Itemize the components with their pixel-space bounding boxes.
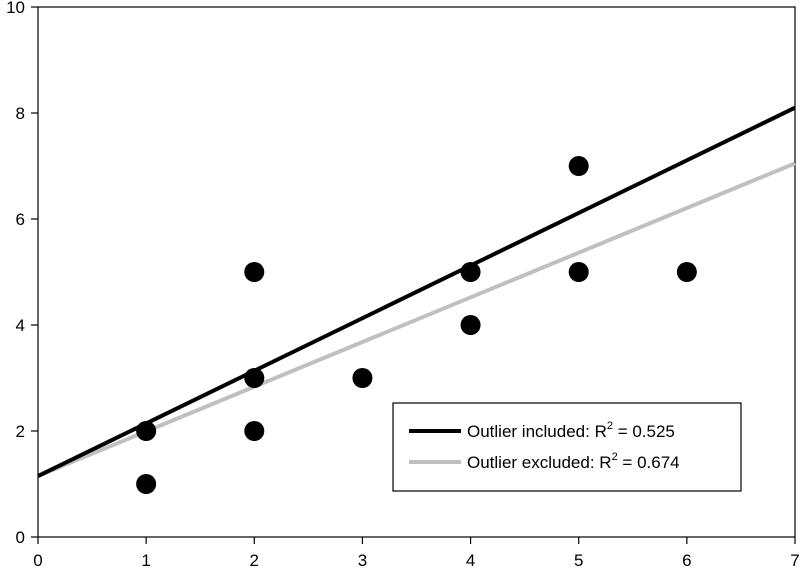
data-point bbox=[568, 262, 589, 282]
x-tick-label: 1 bbox=[141, 551, 150, 570]
y-tick-label: 8 bbox=[16, 104, 25, 123]
legend-label-excluded: Outlier excluded: R2 = 0.674 bbox=[467, 451, 680, 472]
data-point bbox=[136, 474, 157, 494]
x-tick-label: 4 bbox=[466, 551, 475, 570]
data-point bbox=[244, 262, 265, 282]
data-point bbox=[244, 421, 265, 441]
data-point bbox=[352, 368, 373, 388]
data-point bbox=[460, 315, 481, 335]
regression-line-included bbox=[37, 105, 796, 478]
y-tick-label: 10 bbox=[6, 0, 25, 17]
data-points bbox=[136, 156, 697, 494]
legend: Outlier included: R2 = 0.525 Outlier exc… bbox=[392, 402, 742, 492]
y-tick-label: 6 bbox=[16, 210, 25, 229]
y-tick-label: 4 bbox=[16, 316, 25, 335]
regression-lines bbox=[37, 105, 796, 478]
regression-line-excluded bbox=[37, 161, 796, 478]
axes: 0 1 2 3 4 5 6 7 0 2 4 6 8 10 bbox=[6, 0, 800, 570]
data-point bbox=[676, 262, 697, 282]
data-point bbox=[460, 262, 481, 282]
y-tick-label: 2 bbox=[16, 422, 25, 441]
y-tick-label: 0 bbox=[16, 528, 25, 547]
plot-frame bbox=[37, 6, 796, 538]
x-tick-label: 3 bbox=[358, 551, 367, 570]
data-point bbox=[244, 368, 265, 388]
x-tick-label: 2 bbox=[250, 551, 259, 570]
data-point bbox=[568, 156, 589, 176]
legend-box bbox=[392, 402, 742, 492]
x-tick-label: 5 bbox=[574, 551, 583, 570]
legend-label-included: Outlier included: R2 = 0.525 bbox=[467, 420, 675, 441]
x-tick-label: 6 bbox=[682, 551, 691, 570]
x-tick-label: 7 bbox=[790, 551, 799, 570]
data-point bbox=[136, 421, 157, 441]
x-tick-label: 0 bbox=[33, 551, 42, 570]
